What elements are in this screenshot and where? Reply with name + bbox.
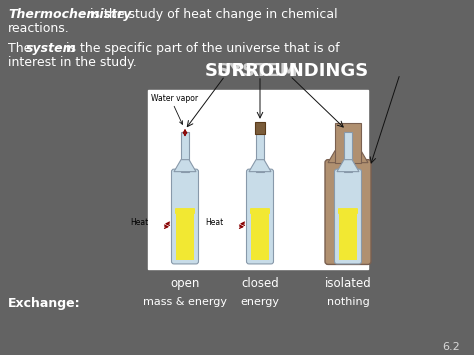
- Bar: [255, 122, 265, 134]
- Text: Exchange:: Exchange:: [8, 297, 81, 310]
- FancyBboxPatch shape: [175, 208, 195, 214]
- Text: is the study of heat change in chemical: is the study of heat change in chemical: [86, 8, 337, 21]
- Bar: [176, 211, 194, 261]
- Bar: [344, 132, 352, 171]
- Text: Water vapor: Water vapor: [151, 94, 198, 103]
- Text: SYSTEM: SYSTEM: [217, 62, 299, 80]
- FancyBboxPatch shape: [250, 208, 270, 214]
- Text: Heat: Heat: [206, 218, 224, 227]
- FancyBboxPatch shape: [335, 169, 362, 264]
- Polygon shape: [328, 151, 368, 163]
- Text: closed: closed: [241, 277, 279, 290]
- Bar: [148, 90, 368, 269]
- FancyBboxPatch shape: [246, 169, 273, 264]
- Text: reactions.: reactions.: [8, 22, 70, 35]
- Text: nothing: nothing: [327, 297, 369, 307]
- Text: SURROUNDINGS: SURROUNDINGS: [205, 62, 369, 80]
- Polygon shape: [249, 160, 271, 171]
- Bar: [335, 123, 361, 163]
- Polygon shape: [337, 160, 359, 171]
- Text: system: system: [26, 42, 77, 55]
- Text: The: The: [8, 42, 36, 55]
- Text: 6.2: 6.2: [442, 342, 460, 352]
- Bar: [339, 211, 357, 261]
- FancyBboxPatch shape: [325, 160, 371, 264]
- Text: interest in the study.: interest in the study.: [8, 56, 137, 69]
- Text: Thermochemistry: Thermochemistry: [8, 8, 131, 21]
- Text: is the specific part of the universe that is of: is the specific part of the universe tha…: [62, 42, 340, 55]
- Text: open: open: [170, 277, 200, 290]
- Bar: [181, 132, 189, 171]
- FancyBboxPatch shape: [172, 169, 199, 264]
- Text: isolated: isolated: [325, 277, 371, 290]
- FancyBboxPatch shape: [338, 208, 358, 214]
- Bar: [251, 211, 269, 261]
- Text: mass & energy: mass & energy: [143, 297, 227, 307]
- Bar: [256, 132, 264, 171]
- Polygon shape: [174, 160, 196, 171]
- Text: energy: energy: [240, 297, 280, 307]
- Text: Heat: Heat: [131, 218, 149, 227]
